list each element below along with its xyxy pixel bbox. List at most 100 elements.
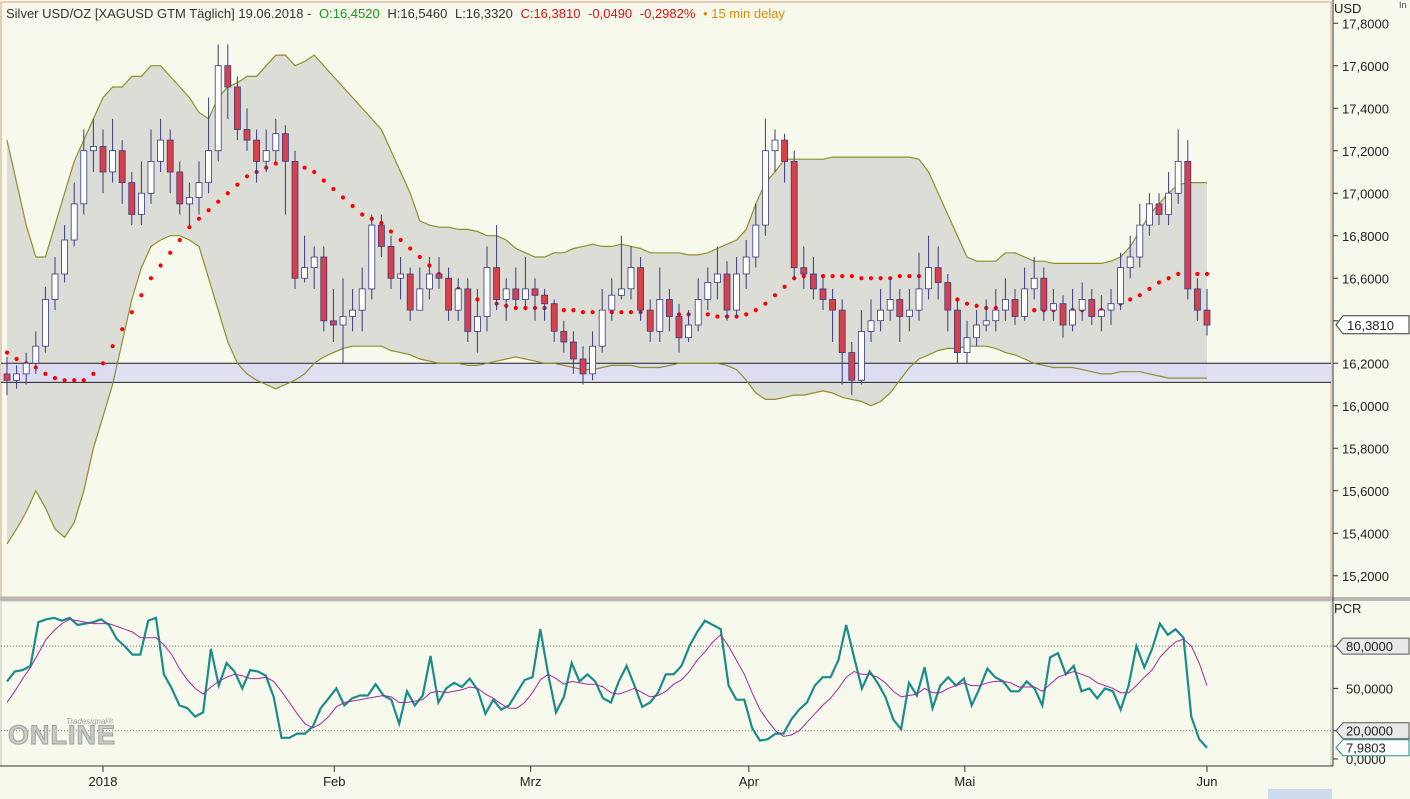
sar-dot [91, 371, 96, 376]
candle-body [1184, 160, 1192, 290]
sar-dot [52, 376, 58, 381]
candle [1011, 288, 1019, 325]
candle-body [32, 345, 40, 364]
candle [397, 257, 405, 300]
candle [810, 257, 817, 300]
candle-body [1030, 277, 1038, 290]
candle [646, 299, 654, 342]
candle [522, 257, 529, 311]
candle [61, 225, 68, 283]
candle [915, 252, 923, 321]
candle [1098, 295, 1105, 332]
pcr-line [6, 616, 1208, 749]
candle-body [934, 267, 942, 283]
candle-body [80, 150, 88, 205]
candle-body [589, 345, 596, 375]
logo-wordmark: ONLINE [7, 720, 117, 751]
candle [992, 288, 1000, 332]
candle-body [3, 373, 11, 381]
header-high: H:16,5460 [387, 6, 448, 21]
sar-dot [753, 308, 758, 313]
candle-body [368, 224, 376, 290]
price-tick-label: 15,4000 [1342, 526, 1389, 541]
candle [425, 257, 433, 300]
price-tick-label: 17,2000 [1342, 144, 1389, 159]
sar-dot [225, 191, 230, 196]
candle-body [838, 309, 846, 354]
candle [416, 267, 424, 311]
candle-body [1069, 309, 1076, 326]
candle [694, 278, 702, 332]
sar-dot [571, 308, 576, 313]
candle [310, 246, 318, 289]
candle [858, 310, 865, 385]
header-delay: • 15 min delay [703, 6, 785, 21]
sar-dot [715, 314, 720, 319]
price-tick-label: 16,8000 [1342, 229, 1389, 244]
candle-body [214, 65, 222, 152]
pcr-last-label: 7,9803 [1346, 741, 1386, 756]
candle-body [445, 277, 453, 311]
candle [3, 356, 11, 396]
candle-body [531, 288, 539, 296]
candle-body [810, 273, 817, 290]
candle [1126, 235, 1134, 279]
sar-dot [1147, 286, 1152, 291]
time-tick-label: Jun [1197, 774, 1218, 789]
price-tick-label: 17,4000 [1342, 101, 1389, 116]
sar-dot [350, 203, 355, 209]
sar-dot [158, 263, 163, 268]
candle-body [1107, 303, 1115, 311]
candle-body [464, 288, 472, 332]
price-tick-label: 15,2000 [1342, 569, 1389, 584]
candle-body [608, 294, 616, 311]
candle-body [723, 273, 731, 311]
candle-body [483, 267, 491, 317]
candle-body [915, 288, 923, 311]
candle-body [301, 267, 309, 279]
candle [435, 257, 443, 289]
sar-dot [1176, 271, 1181, 277]
candle-body [627, 267, 635, 290]
candle [512, 267, 520, 311]
candle [445, 267, 453, 321]
candle-body [512, 288, 520, 300]
sar-dot [148, 276, 154, 281]
sar-dot [1128, 297, 1133, 302]
candle [118, 140, 126, 204]
price-tick-label: 17,6000 [1342, 59, 1389, 74]
candle-body [42, 299, 49, 347]
candle-body [896, 299, 904, 317]
sar-dot [1204, 271, 1210, 277]
pcr-reference-marker [1335, 722, 1410, 740]
candle-body [886, 299, 894, 311]
candle [262, 129, 270, 172]
candle [1069, 288, 1076, 332]
candle-body [320, 256, 328, 322]
candle-body [877, 309, 884, 322]
candle [99, 129, 107, 194]
candle-body [541, 294, 548, 305]
candle [1040, 267, 1048, 321]
sar-dot [206, 208, 211, 213]
candle-body [1117, 267, 1124, 305]
sar-dot [100, 361, 106, 366]
candle [627, 246, 635, 300]
candle-body [22, 362, 30, 375]
candle [877, 288, 884, 332]
sar-dot [417, 254, 422, 260]
candle-body [329, 320, 337, 326]
candle [742, 240, 750, 289]
candle-body [157, 139, 165, 162]
candle [570, 331, 577, 374]
candle [281, 125, 289, 215]
sar-dot [1166, 276, 1171, 281]
candle [1088, 288, 1096, 325]
bollinger-band-fill [7, 55, 1207, 544]
candle-body [694, 299, 702, 326]
candle [1107, 288, 1115, 325]
sar-dot [43, 371, 48, 376]
candle-body [522, 288, 529, 300]
candle [1117, 252, 1124, 311]
